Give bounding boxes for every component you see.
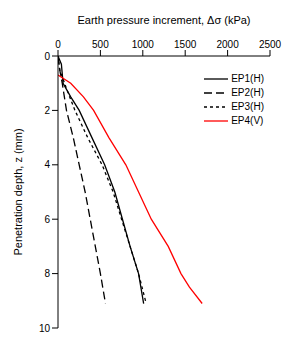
svg-text:4: 4 [44,159,50,170]
svg-text:6: 6 [44,214,50,225]
svg-text:Penetration depth, z (mm): Penetration depth, z (mm) [12,128,24,255]
svg-text:2: 2 [44,105,50,116]
svg-text:500: 500 [92,39,109,50]
html-text:EP2(H): EP2(H) [231,87,264,98]
svg-text:8: 8 [44,268,50,279]
html-text:EP1(H): EP1(H) [231,73,264,84]
html-text:EP4(V): EP4(V) [231,115,264,126]
svg-text:Earth pressure increment, Δσ (: Earth pressure increment, Δσ (kPa) [77,14,250,26]
svg-text:10: 10 [39,323,51,334]
svg-text:0: 0 [44,51,50,62]
svg-text:0: 0 [55,39,61,50]
svg-text:1000: 1000 [132,39,155,50]
svg-text:2500: 2500 [259,39,282,50]
html-text:EP3(H): EP3(H) [231,101,264,112]
svg-text:1500: 1500 [174,39,197,50]
svg-text:2000: 2000 [216,39,239,50]
